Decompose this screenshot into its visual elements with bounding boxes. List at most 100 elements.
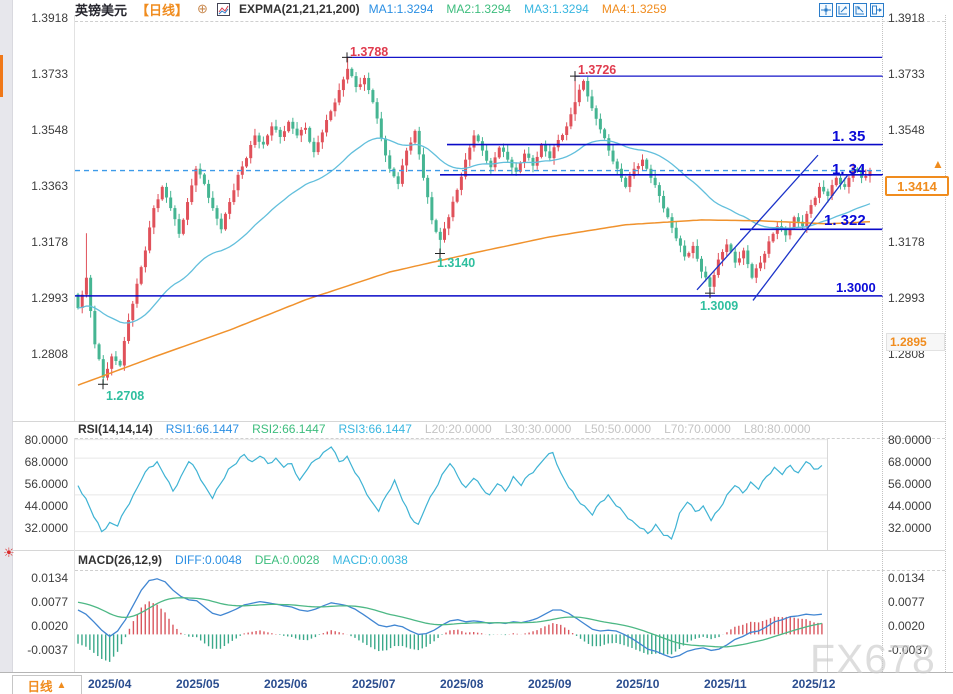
rsi-axis-label-right: 44.0000	[888, 498, 932, 513]
rsi-axis-label-right: 32.0000	[888, 520, 932, 535]
macd-axis-label-left: -0.0037	[27, 642, 68, 657]
candlestick-chart-icon[interactable]	[216, 2, 230, 16]
low-label: 1.3009	[700, 299, 739, 313]
price-axis-label-left: 1.2808	[31, 347, 68, 361]
price-axis-label-left: 1.3918	[31, 11, 68, 25]
ma-legend-item: MA1:1.3294	[368, 2, 434, 16]
rsi-panel-right-border	[827, 438, 828, 550]
axis-zoom-left-icon[interactable]	[836, 3, 850, 17]
hot-indicator-icon[interactable]: ☀	[3, 545, 15, 560]
time-axis-label: 2025/12	[792, 677, 836, 691]
axis-zoom-right-icon[interactable]	[853, 3, 867, 17]
ma-legend: MA1:1.3294 MA2:1.3294 MA3:1.3294 MA4:1.3259	[369, 2, 667, 16]
time-axis-label: 2025/09	[528, 677, 572, 691]
period-tag[interactable]: 【日线】	[136, 2, 189, 18]
macd-axis-label-right: 0.0134	[888, 570, 925, 585]
trend-channel-line[interactable]	[752, 174, 849, 301]
rsi-axis-label-left: 56.0000	[24, 476, 68, 491]
period-arrow-icon: ▲	[56, 680, 67, 691]
period-selector[interactable]: 日线 ▲	[12, 675, 82, 694]
macd-header: MACD(26,12,9) DIFF:0.0048 DEA:0.0028 MACD:…	[78, 553, 408, 567]
macd-title: MACD(26,12,9)	[78, 553, 163, 567]
rsi-axis-label-right: 80.0000	[888, 432, 932, 447]
macd-axis-label-left: 0.0134	[31, 570, 68, 585]
macd-axis-label-left: 0.0020	[31, 618, 68, 633]
price-axis-label-right: 1.3918	[888, 11, 925, 25]
price-axis-label-right: 1.2993	[888, 291, 925, 305]
rsi-header-separator	[75, 438, 945, 439]
current-price-value: 1.3414	[897, 178, 937, 194]
collapse-panel-icon[interactable]	[870, 3, 884, 17]
watermark: FX678	[810, 636, 936, 682]
rsi-legend-item: RSI1:66.1447	[165, 422, 240, 436]
macd-panel-right-border	[827, 570, 828, 672]
rsi-panel[interactable]	[75, 439, 827, 541]
add-indicator-icon[interactable]: ⊕	[197, 1, 208, 16]
indicator-name: EXPMA(21,21,21,200)	[238, 2, 360, 16]
secondary-price-value: 1.2895	[890, 335, 927, 349]
low-label: 1.2708	[106, 389, 145, 403]
header-separator	[75, 21, 945, 22]
ma-legend-item: MA4:1.3259	[601, 2, 667, 16]
rsi-header: RSI(14,14,14) RSI1:66.1447 RSI2:66.1447 RS…	[78, 422, 811, 436]
rsi-legend-item: L30:30.0000	[504, 422, 572, 436]
price-axis-label-left: 1.3733	[31, 67, 68, 81]
ma-legend-item: MA3:1.3294	[524, 2, 589, 16]
macd-legend: DIFF:0.0048 DEA:0.0028 MACD:0.0038	[175, 553, 408, 567]
current-price-tag: 1.3414	[885, 176, 949, 196]
level-label: 1. 35	[832, 128, 866, 145]
price-axis-label-right: 1.3548	[888, 123, 925, 137]
macd-header-separator	[75, 570, 945, 571]
macd-panel[interactable]	[77, 578, 823, 662]
macd-axis-label-left: 0.0077	[31, 594, 68, 609]
right-edge-guide	[945, 15, 946, 672]
chart-header: 英镑美元 【日线】 ⊕ EXPMA(21,21,21,200) MA1:1.32…	[75, 1, 667, 18]
sub-panel-left-border	[74, 438, 75, 672]
time-axis-label: 2025/08	[440, 677, 484, 691]
macd-axis-label-right: -0.0037	[888, 642, 929, 657]
rsi-legend-item: RSI3:66.1447	[338, 422, 412, 436]
rsi-legend-item: L50:50.0000	[584, 422, 652, 436]
left-sidebar-strip[interactable]	[0, 0, 13, 672]
time-axis-border	[0, 672, 953, 673]
rsi-axis-label-left: 32.0000	[24, 520, 68, 535]
chart-toolbar	[819, 3, 884, 17]
rsi-axis-label-left: 44.0000	[24, 498, 68, 513]
ma-legend-item: MA2:1.3294	[446, 2, 512, 16]
rsi-title: RSI(14,14,14)	[78, 422, 153, 436]
macd-legend-item: DIFF:0.0048	[175, 553, 242, 567]
price-axis-label-right: 1.3178	[888, 235, 925, 249]
level-label: 1. 322	[824, 212, 866, 229]
time-axis-label: 2025/10	[616, 677, 660, 691]
trend-channel-line[interactable]	[696, 154, 819, 291]
right-axis-guide	[882, 15, 883, 672]
macd-legend-item: DEA:0.0028	[254, 553, 320, 567]
macd-axis-label-right: 0.0020	[888, 618, 925, 633]
rsi-axis-label-right: 68.0000	[888, 454, 932, 469]
low-label: 1.3140	[437, 256, 476, 270]
peak-label: 1.3788	[350, 45, 389, 59]
rsi-legend-item: L70:70.0000	[664, 422, 731, 436]
pan-icon[interactable]	[819, 3, 833, 17]
candlestick-panel[interactable]	[76, 57, 872, 386]
level-label: 1. 34	[832, 161, 866, 178]
rsi-legend-item: RSI2:66.1447	[252, 422, 326, 436]
price-up-arrow-icon: ▲	[932, 157, 944, 171]
period-label: 日线	[27, 680, 53, 694]
time-axis-label: 2025/11	[704, 677, 747, 691]
level-lines[interactable]	[75, 52, 883, 390]
main-panel-bottom-border	[12, 421, 945, 422]
rsi-axis-label-right: 56.0000	[888, 476, 932, 491]
price-axis-label-left: 1.3178	[31, 235, 68, 249]
symbol-name: 英镑美元	[75, 2, 128, 18]
time-axis-label: 2025/06	[264, 677, 308, 691]
secondary-price-tag: 1.2895	[886, 333, 945, 351]
price-axis-label-right: 1.3733	[888, 67, 925, 81]
macd-axis-label-right: 0.0077	[888, 594, 925, 609]
rsi-axis-label-left: 68.0000	[24, 454, 68, 469]
rsi-axis-label-left: 80.0000	[24, 432, 68, 447]
macd-legend-item: MACD:0.0038	[332, 553, 408, 567]
price-axis-label-left: 1.3363	[31, 179, 68, 193]
